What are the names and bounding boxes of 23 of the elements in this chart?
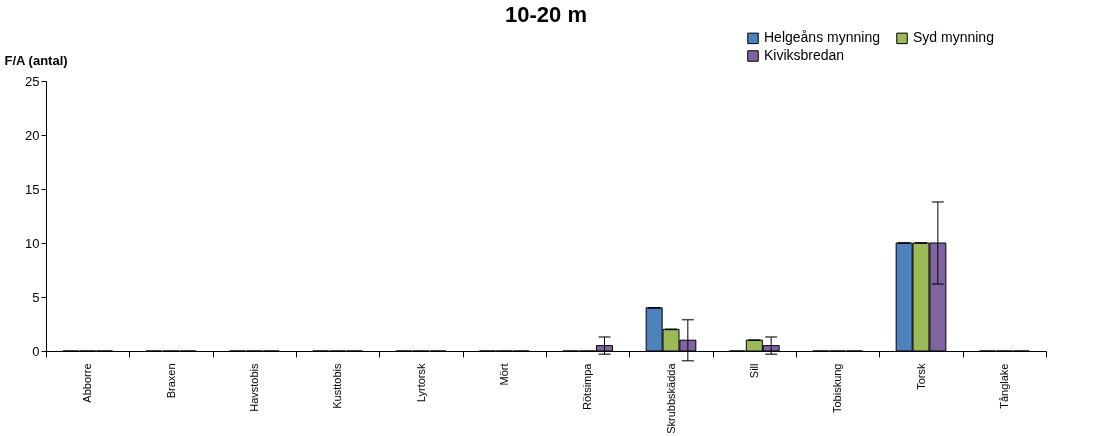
x-tick-label: Abborre: [81, 363, 94, 403]
x-tick-label: Torsk: [914, 363, 927, 390]
x-tick-label: Skrubbskädda: [664, 362, 677, 434]
x-tick-label: Rötsimpa: [581, 362, 594, 410]
x-tick-label: Kusttobis: [331, 363, 344, 409]
y-tick-label: 20: [25, 127, 40, 143]
y-axis-title: F/A (antal): [4, 52, 68, 68]
chart-title: 10-20 m: [505, 2, 587, 27]
legend-label: Helgeåns mynning: [764, 29, 880, 46]
x-tick-label: Mört: [497, 363, 510, 386]
x-tick-label: Lyrtorsk: [414, 363, 427, 403]
y-tick-label: 15: [25, 181, 40, 197]
x-tick-label: Tånglake: [997, 363, 1010, 409]
x-tick-label: Sill: [747, 363, 760, 379]
legend-label: Syd mynning: [913, 29, 994, 46]
legend-label: Kiviksbredan: [764, 47, 845, 63]
y-tick-label: 5: [32, 289, 40, 305]
x-tick-label: Braxen: [164, 363, 177, 399]
y-tick-label: 0: [32, 343, 40, 359]
x-tick-label: Tobiskung: [831, 363, 844, 414]
y-tick-label: 10: [25, 235, 40, 251]
x-tick-label: Havstobis: [247, 363, 260, 412]
y-tick-label: 25: [25, 73, 40, 89]
